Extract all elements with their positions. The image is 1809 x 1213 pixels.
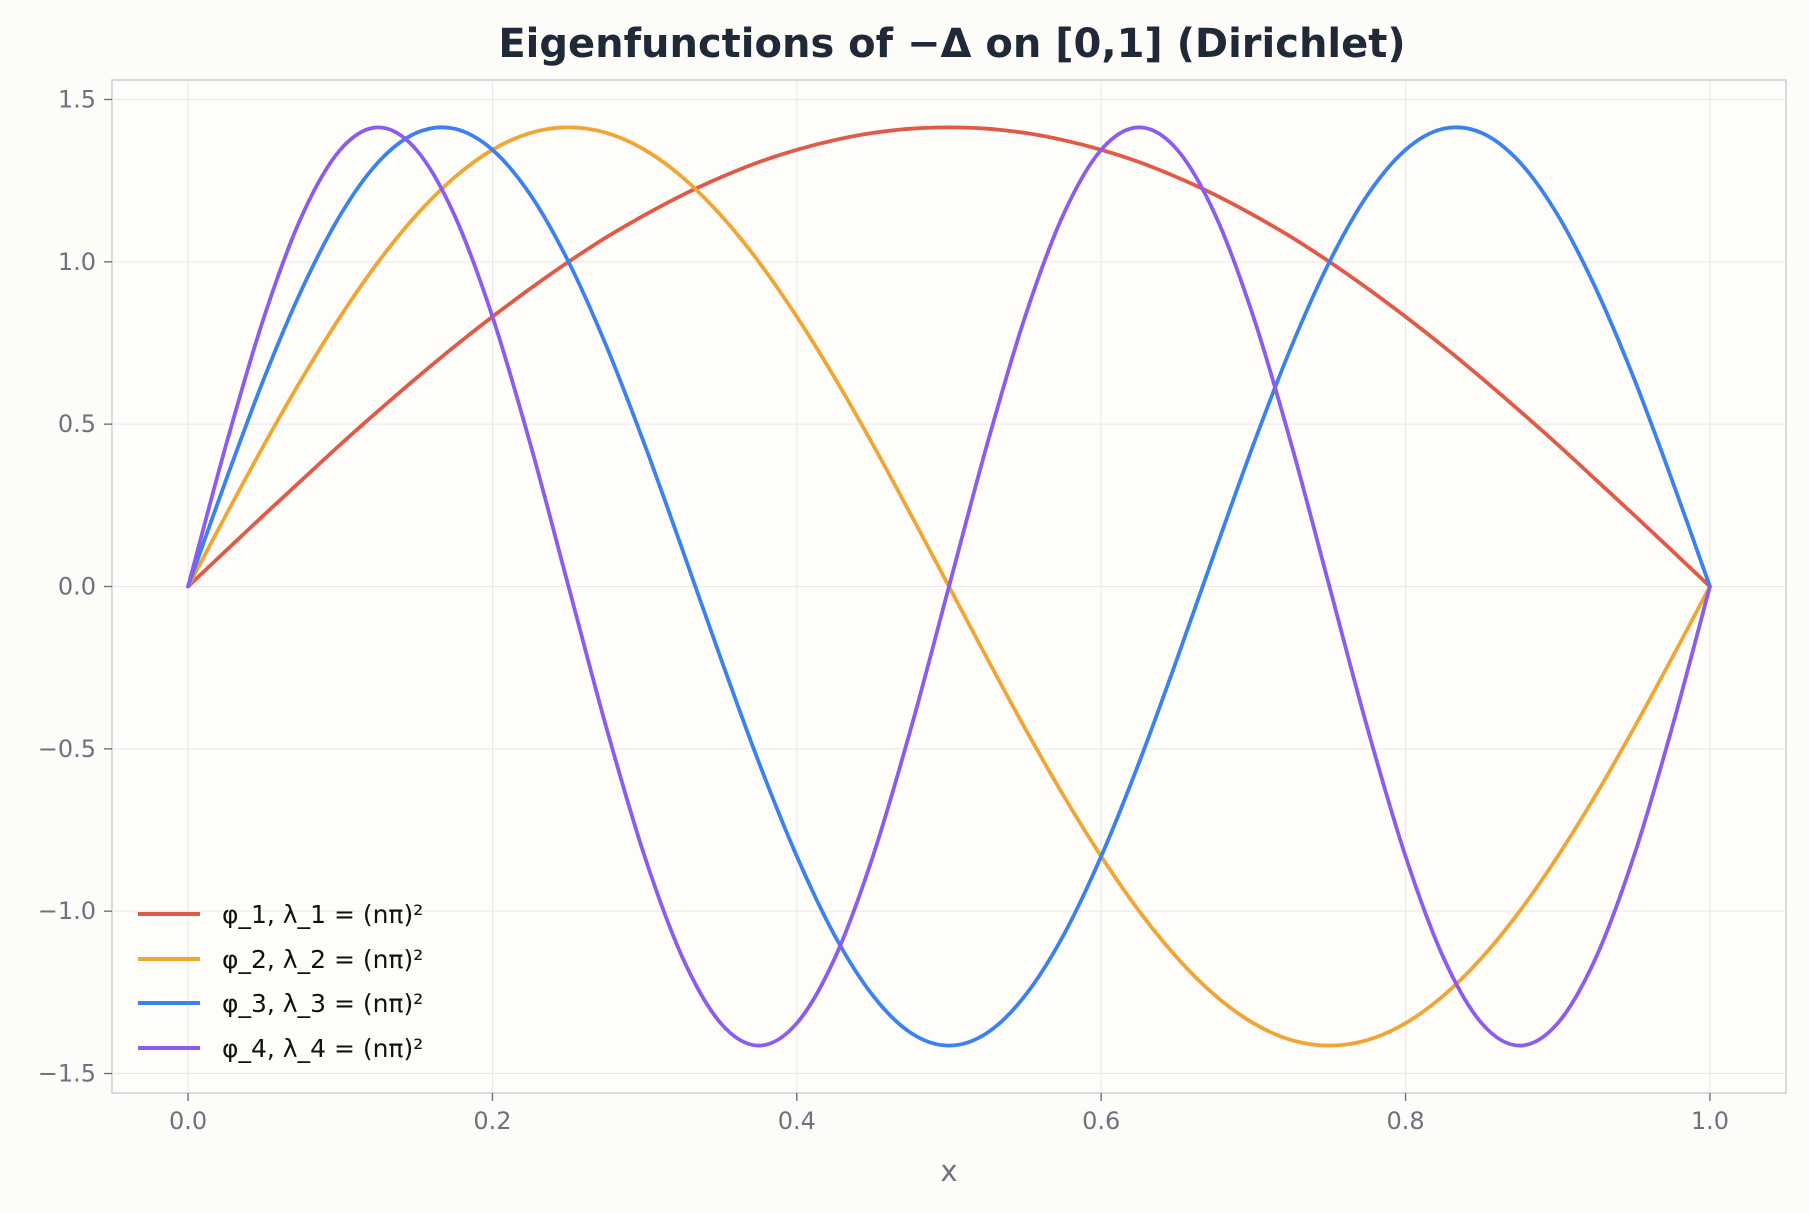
- x-tick-label: 0.6: [1082, 1107, 1120, 1135]
- x-tick-label: 1.0: [1691, 1107, 1729, 1135]
- y-tick-label: −1.5: [38, 1060, 96, 1088]
- x-axis-label: x: [940, 1154, 957, 1188]
- x-tick-label: 0.0: [169, 1107, 207, 1135]
- series-line-phi-3: [186, 125, 1712, 1048]
- y-tick-label: 0.5: [58, 410, 96, 438]
- grid: [112, 80, 1786, 1093]
- x-tick-label: 0.4: [778, 1107, 816, 1135]
- x-axis-ticks: 0.0 0.2 0.4 0.6 0.8 1.0: [169, 1093, 1729, 1135]
- y-tick-label: 1.0: [58, 248, 96, 276]
- y-axis-ticks: −1.5 −1.0 −0.5 0.0 0.5 1.0 1.5: [38, 85, 112, 1088]
- y-tick-label: 1.5: [58, 85, 96, 113]
- y-tick-label: −1.0: [38, 897, 96, 925]
- legend-label-phi-3: φ_3, λ_3 = (nπ)²: [222, 989, 423, 1018]
- x-tick-label: 0.8: [1386, 1107, 1424, 1135]
- legend: φ_1, λ_1 = (nπ)² φ_2, λ_2 = (nπ)² φ_3, λ…: [138, 900, 423, 1063]
- series-lines: [186, 125, 1712, 1048]
- legend-label-phi-1: φ_1, λ_1 = (nπ)²: [222, 900, 423, 929]
- series-line-phi-1: [186, 125, 1712, 589]
- y-tick-label: −0.5: [38, 735, 96, 763]
- series-line-phi-4: [186, 125, 1712, 1048]
- legend-label-phi-4: φ_4, λ_4 = (nπ)²: [222, 1034, 423, 1063]
- x-tick-label: 0.2: [473, 1107, 511, 1135]
- y-tick-label: 0.0: [58, 573, 96, 601]
- chart-title: Eigenfunctions of −Δ on [0,1] (Dirichlet…: [498, 21, 1405, 67]
- legend-label-phi-2: φ_2, λ_2 = (nπ)²: [222, 945, 423, 974]
